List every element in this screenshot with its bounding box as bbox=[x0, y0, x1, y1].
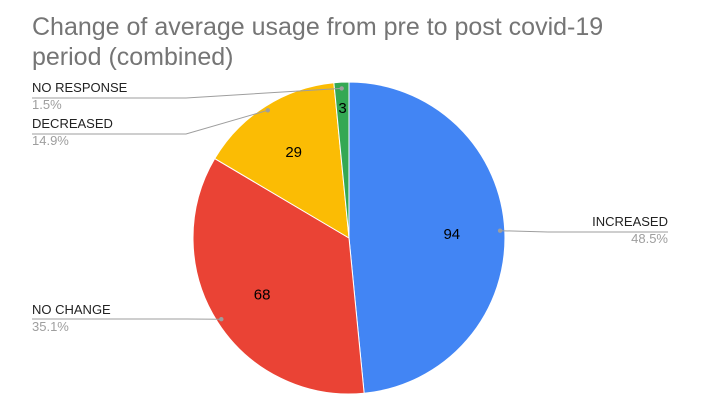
callout-percent-decreased: 14.9% bbox=[32, 133, 69, 148]
slice-callouts: INCREASED 48.5% NO CHANGE 35.1% DECREASED 14.… bbox=[32, 80, 668, 334]
pie-slice-no-response bbox=[333, 81, 350, 239]
callout-line-increased bbox=[500, 230, 668, 233]
callout-dot-no-change bbox=[219, 317, 224, 322]
pie-slice-increased bbox=[348, 81, 506, 394]
callout-line-decreased bbox=[32, 109, 268, 135]
callout-dot-increased bbox=[497, 228, 503, 233]
callout-percent-no-change: 35.1% bbox=[32, 319, 69, 334]
pie-slice-decreased bbox=[214, 82, 350, 239]
callout-label-decreased: DECREASED bbox=[32, 116, 113, 131]
slice-value-increased: 94 bbox=[443, 226, 460, 243]
slice-value-no-change: 68 bbox=[254, 286, 271, 303]
callout-label-increased: INCREASED bbox=[592, 214, 668, 229]
callout-label-no-response: NO RESPONSE bbox=[32, 80, 128, 95]
chart-title: Change of average usage from pre to post… bbox=[32, 13, 604, 71]
callout-percent-no-response: 1.5% bbox=[32, 97, 62, 112]
slice-value-labels: 94 68 29 3 bbox=[254, 100, 460, 303]
callout-line-no-response bbox=[32, 87, 342, 99]
pie-slice-no-change bbox=[192, 157, 365, 395]
callout-dot-decreased bbox=[265, 108, 270, 113]
slice-value-decreased: 29 bbox=[285, 144, 302, 161]
slice-value-no-response: 3 bbox=[338, 100, 346, 117]
callout-label-no-change: NO CHANGE bbox=[32, 302, 111, 317]
pie-slices bbox=[192, 81, 506, 395]
callout-dot-no-response bbox=[339, 86, 344, 91]
callout-percent-increased: 48.5% bbox=[631, 231, 668, 246]
